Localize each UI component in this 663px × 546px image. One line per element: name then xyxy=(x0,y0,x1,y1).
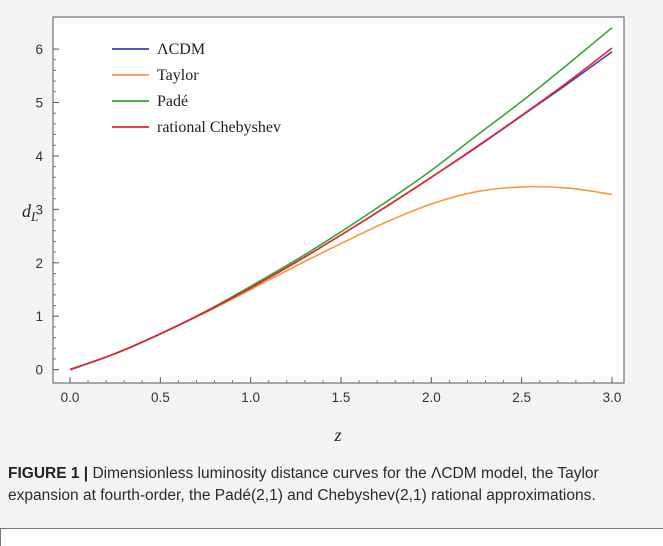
y-tick-label: 6 xyxy=(35,42,43,57)
caption-label: FIGURE 1 | xyxy=(8,465,89,482)
figure-caption: FIGURE 1 | Dimensionless luminosity dist… xyxy=(8,463,648,507)
x-tick-label: 2.5 xyxy=(512,390,531,405)
y-axis-label-subscript: L xyxy=(30,209,38,224)
y-tick-label: 0 xyxy=(35,363,43,378)
legend-label: ΛCDM xyxy=(157,41,205,58)
plot-background xyxy=(52,16,625,384)
legend: ΛCDM Taylor Padé rational Chebyshev xyxy=(112,41,281,136)
left-divider xyxy=(0,528,1,546)
y-axis-ticks: 0 1 2 3 4 5 6 xyxy=(35,42,59,378)
x-tick-label: 2.0 xyxy=(422,390,441,405)
y-axis-label-main: d xyxy=(22,201,32,221)
y-tick-label: 3 xyxy=(35,202,43,217)
y-tick-label: 4 xyxy=(35,149,43,164)
legend-label: Padé xyxy=(157,93,188,110)
x-tick-label: 0.5 xyxy=(151,390,170,405)
caption-text: Dimensionless luminosity distance curves… xyxy=(8,465,599,504)
series-lines xyxy=(69,27,613,371)
x-tick-label: 3.0 xyxy=(603,390,622,405)
x-axis-ticks: 0.0 0.5 1.0 1.5 2.0 2.5 3.0 xyxy=(61,377,622,405)
y-tick-label: 1 xyxy=(35,309,43,324)
legend-label: Taylor xyxy=(157,67,199,84)
legend-label: rational Chebyshev xyxy=(157,119,281,136)
figure-panel: 0.0 0.5 1.0 1.5 2.0 2.5 3.0 0 1 2 3 4 5 6 ΛCDM Taylor… xyxy=(0,0,663,528)
x-tick-label: 0.0 xyxy=(61,390,80,405)
x-tick-label: 1.5 xyxy=(332,390,351,405)
y-tick-label: 5 xyxy=(35,95,43,110)
x-axis-label: z xyxy=(333,425,341,445)
y-tick-label: 2 xyxy=(35,256,43,271)
y-axis-label: dL xyxy=(22,201,38,224)
luminosity-distance-chart: 0.0 0.5 1.0 1.5 2.0 2.5 3.0 0 1 2 3 4 5 6 ΛCDM Taylor… xyxy=(22,16,625,445)
x-tick-label: 1.0 xyxy=(241,390,260,405)
series-line xyxy=(69,47,613,371)
bottom-divider xyxy=(0,528,663,529)
